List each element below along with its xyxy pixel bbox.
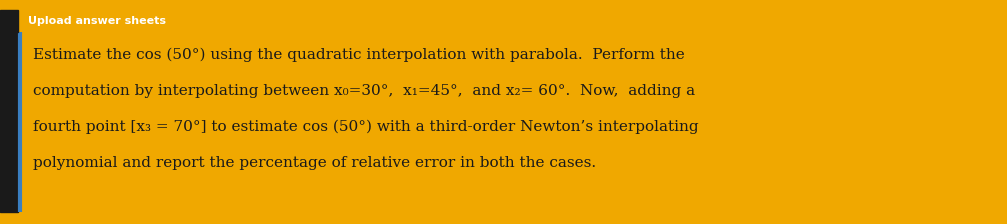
Text: fourth point [x₃ = 70°] to estimate cos (50°) with a third-order Newton’s interp: fourth point [x₃ = 70°] to estimate cos …: [33, 120, 699, 134]
Bar: [0, 10, 18, 32]
Text: computation by interpolating between x₀=30°,  x₁=45°,  and x₂= 60°.  Now,  addin: computation by interpolating between x₀=…: [33, 84, 696, 98]
Text: Estimate the cos (50°) using the quadratic interpolation with parabola.  Perform: Estimate the cos (50°) using the quadrat…: [33, 48, 685, 62]
Text: Upload answer sheets: Upload answer sheets: [28, 16, 166, 26]
Text: polynomial and report the percentage of relative error in both the cases.: polynomial and report the percentage of …: [33, 156, 596, 170]
Bar: [0, 32, 18, 212]
